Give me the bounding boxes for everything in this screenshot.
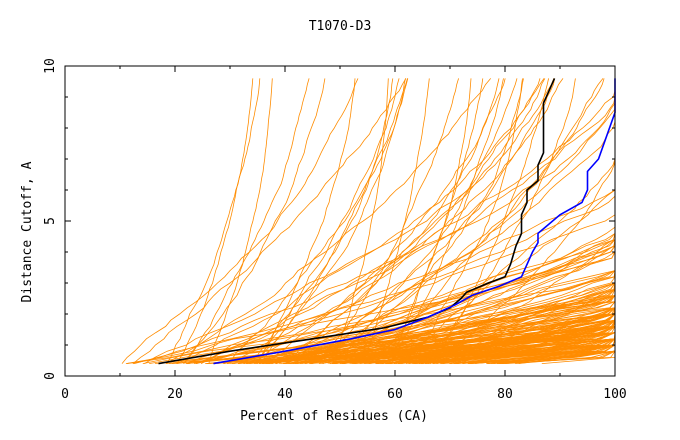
blue-series-line	[213, 78, 616, 365]
background-series-line	[284, 78, 541, 364]
x-axis-label: Percent of Residues (CA)	[240, 409, 428, 424]
background-series-line	[132, 78, 407, 364]
black-series-line	[158, 78, 556, 365]
background-series-line	[309, 78, 616, 364]
background-series-line	[332, 78, 389, 364]
background-series-line	[249, 78, 408, 364]
y-tick-label: 0	[43, 372, 58, 380]
background-series-line	[256, 78, 356, 364]
x-tick-labels: 0 20 40 60 80 100	[61, 387, 627, 402]
background-series-line	[176, 78, 254, 364]
background-series-group	[121, 78, 616, 364]
background-series-line	[386, 78, 472, 364]
y-tick-label: 5	[43, 217, 58, 225]
x-tick-label: 60	[387, 387, 403, 402]
background-series-line	[227, 78, 409, 364]
background-series-line	[362, 78, 430, 364]
tick-marks	[64, 65, 616, 377]
x-tick-label: 20	[167, 387, 183, 402]
background-series-line	[187, 78, 616, 364]
x-tick-label: 0	[61, 387, 69, 402]
y-tick-label: 10	[43, 58, 58, 74]
background-series-line	[389, 78, 484, 364]
background-series-line	[166, 78, 261, 364]
background-series-line	[311, 78, 616, 364]
background-series-line	[321, 78, 459, 364]
background-series-line	[327, 78, 524, 364]
background-series-line	[144, 78, 555, 364]
y-axis-label: Distance Cutoff, A	[20, 161, 35, 302]
background-series-line	[255, 78, 400, 364]
background-series-line	[200, 78, 616, 364]
background-series-line	[253, 78, 546, 364]
x-tick-label: 40	[277, 387, 293, 402]
background-series-line	[208, 78, 273, 364]
highlight-series-group	[158, 78, 616, 365]
background-series-line	[254, 78, 394, 364]
background-series-line	[121, 78, 359, 364]
background-series-line	[311, 78, 616, 364]
x-tick-label: 80	[497, 387, 513, 402]
background-series-line	[182, 78, 326, 364]
background-series-line	[262, 78, 506, 364]
background-series-line	[257, 78, 616, 364]
background-series-line	[166, 78, 492, 364]
background-series-line	[433, 78, 549, 364]
background-series-line	[184, 78, 310, 364]
background-series-line	[412, 78, 523, 364]
chart-title: T1070-D3	[309, 19, 372, 34]
background-series-line	[310, 78, 605, 364]
background-series-line	[332, 78, 518, 364]
background-series-line	[311, 78, 564, 364]
background-series-line	[276, 78, 616, 364]
background-series-line	[134, 78, 616, 364]
y-tick-labels: 0 5 10	[43, 58, 58, 380]
x-tick-label: 100	[603, 387, 626, 402]
